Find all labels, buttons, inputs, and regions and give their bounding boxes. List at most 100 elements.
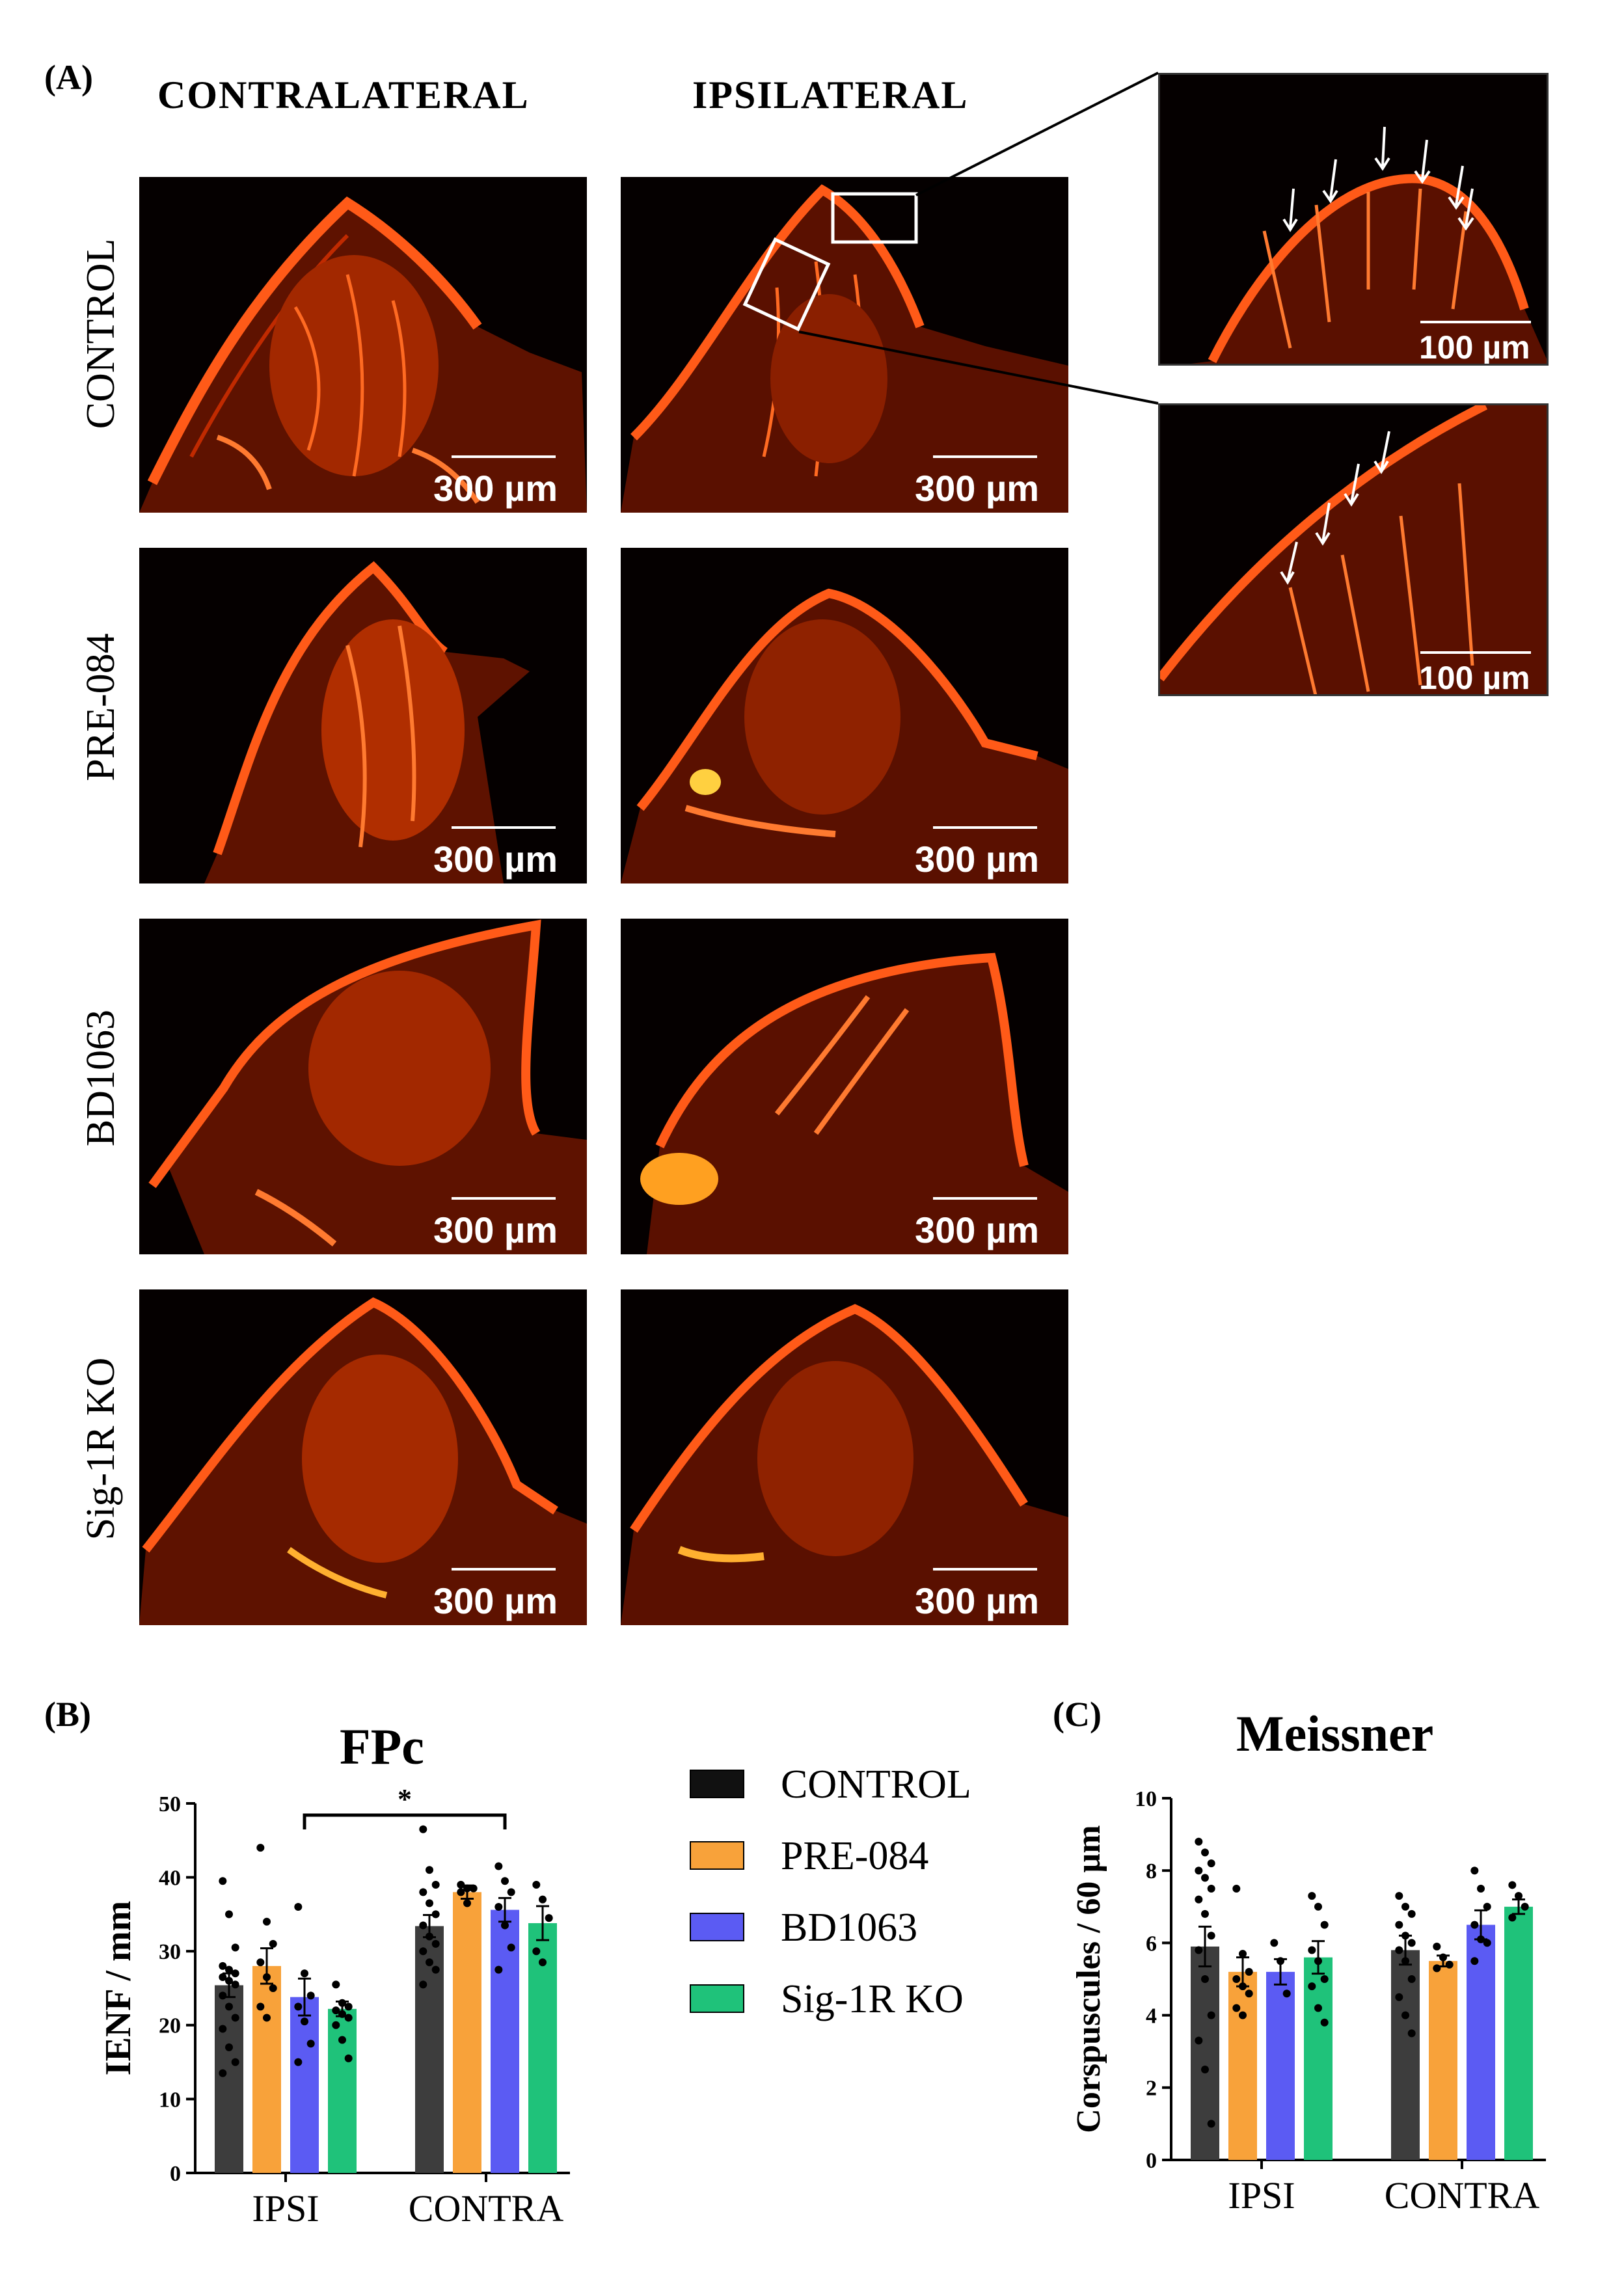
data-point (263, 1973, 271, 1981)
data-point (1195, 2036, 1203, 2045)
data-point (463, 1899, 471, 1908)
data-point (494, 1903, 503, 1911)
data-point (1232, 2004, 1241, 2012)
data-point (1401, 2011, 1409, 2019)
legend-label: Sig-1R KO (781, 1977, 964, 2021)
bar (1304, 1957, 1333, 2160)
legend-swatch (690, 1770, 744, 1798)
micrograph-bd1063-ipsilateral: 300 µm (621, 919, 1068, 1254)
data-point (1320, 1975, 1329, 1983)
chart-c-title: Meissner (1236, 1705, 1434, 1762)
bar (1266, 1971, 1295, 2160)
bar (328, 2008, 357, 2173)
micrograph-control-ipsilateral: 300 µm (621, 177, 1068, 513)
data-point (1508, 1913, 1517, 1922)
column-header-contralateral: CONTRALATERAL (157, 74, 530, 116)
data-point (1207, 2120, 1215, 2128)
y-tick-label: 10 (1135, 1787, 1157, 1811)
data-point (219, 1991, 227, 2000)
scalebar-label: 300 µm (915, 1580, 1040, 1621)
data-point (507, 1888, 515, 1896)
bar (1228, 1971, 1257, 2160)
data-point (1201, 1874, 1209, 1882)
data-point (219, 1877, 227, 1885)
data-point (1320, 2018, 1329, 2027)
chart-b-title: FPc (340, 1718, 424, 1775)
data-point (294, 1903, 303, 1911)
data-point (306, 2040, 315, 2048)
data-point (501, 1877, 509, 1885)
data-point (332, 2021, 340, 2029)
data-point (263, 2014, 271, 2022)
data-point (301, 2017, 308, 2026)
data-point (457, 1888, 465, 1896)
data-point (1201, 1848, 1209, 1857)
data-point (344, 2054, 353, 2062)
data-point (1521, 1902, 1529, 1911)
x-tick-label: CONTRA (1385, 2174, 1540, 2217)
bar (415, 1926, 444, 2173)
scalebar-label: 300 µm (915, 839, 1040, 880)
data-point (1239, 1950, 1247, 1958)
chart-c-plot: 0 2 4 6 8 10 Corspuscules / 60 µm IPSI CONTRA (1070, 1787, 1546, 2217)
data-point (1470, 1957, 1479, 1965)
data-point (225, 1910, 233, 1919)
data-point (256, 1844, 265, 1852)
panel-c-label: (C) (1053, 1695, 1102, 1734)
scalebar-line (452, 826, 556, 829)
data-point (231, 1943, 239, 1952)
legend-item: PRE-084 (677, 1828, 1041, 1887)
y-tick-label: 8 (1146, 1859, 1157, 1883)
data-point (1201, 2066, 1209, 2073)
data-point (1207, 2011, 1215, 2019)
data-point (1308, 1982, 1316, 1991)
data-point (457, 1880, 465, 1889)
data-point (344, 2003, 353, 2011)
data-point (1483, 1902, 1491, 1911)
scalebar-line (933, 1568, 1037, 1571)
inset-scalebar-label: 100 µm (1419, 660, 1530, 696)
data-point (1308, 1946, 1316, 1954)
scalebar-label: 300 µm (915, 1209, 1040, 1250)
data-point (1239, 2011, 1247, 2019)
data-point (219, 2069, 227, 2077)
data-point (431, 1910, 440, 1919)
data-point (219, 1962, 227, 1970)
micrograph-pre084-ipsilateral: 300 µm (621, 548, 1068, 883)
bar (1467, 1924, 1495, 2160)
data-point (225, 1976, 233, 1985)
data-point (1470, 1867, 1479, 1875)
data-point (225, 2043, 233, 2051)
data-point (431, 1939, 440, 1948)
data-point (463, 1884, 471, 1893)
scalebar-line (933, 826, 1037, 829)
data-point (1314, 2004, 1322, 2012)
data-point (1239, 1982, 1247, 1991)
data-point (1477, 1935, 1485, 1943)
legend-item: Sig-1R KO (677, 1971, 1041, 2030)
scalebar-line (452, 455, 556, 458)
scalebar-label: 300 µm (433, 468, 558, 509)
data-point (338, 2010, 346, 2018)
chart-b-plot: 0 10 20 30 40 50 IENF / mm IPSI CONTRA * (98, 1783, 570, 2230)
data-point (1314, 1957, 1322, 1965)
data-point (1320, 1921, 1329, 1929)
bar (1429, 1961, 1457, 2160)
data-point (332, 1980, 340, 1989)
data-point (1395, 1946, 1403, 1954)
data-point (1407, 1939, 1416, 1947)
bar (1391, 1950, 1420, 2160)
data-point (1232, 1885, 1241, 1893)
micrograph-pre084-contralateral: 300 µm (139, 548, 587, 883)
scalebar-line (933, 455, 1037, 458)
zoom-connector-lines (798, 72, 1159, 405)
bar (491, 1909, 519, 2173)
data-point (1433, 1942, 1441, 1950)
legend-label: PRE-084 (781, 1834, 929, 1878)
scalebar-label: 300 µm (433, 1580, 558, 1621)
data-point (539, 1958, 547, 1967)
data-point (269, 1984, 277, 1992)
data-point (507, 1943, 515, 1952)
data-point (532, 1880, 541, 1889)
data-point (426, 1958, 433, 1967)
